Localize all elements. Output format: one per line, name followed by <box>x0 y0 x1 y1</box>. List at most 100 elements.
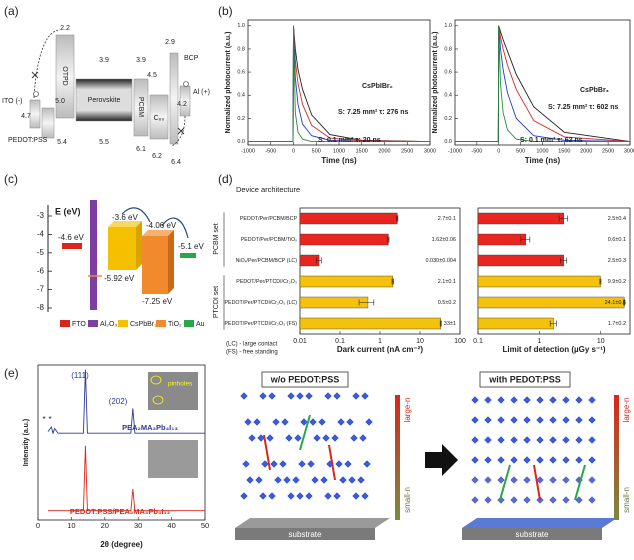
level-label: 4.5 <box>147 72 157 79</box>
octahedron <box>295 491 305 501</box>
x-tick-label: 0.1 <box>473 338 483 345</box>
energy-tick-label: -8 <box>37 303 45 312</box>
octahedron <box>496 435 506 445</box>
octahedron <box>338 475 348 485</box>
level-label: 2.2 <box>60 25 70 32</box>
octahedron <box>561 475 571 485</box>
n-gradient-arrow <box>395 395 400 520</box>
pinhole-marker <box>152 395 164 405</box>
annotation: S: 7.25 mm² τ: 276 ns <box>338 109 409 116</box>
octahedron <box>483 395 493 405</box>
octahedron <box>299 417 309 427</box>
octahedron <box>470 495 480 505</box>
panel-label: (a) <box>4 4 19 18</box>
x-tick-label: 1500 <box>356 148 368 154</box>
legend-label: Au <box>196 321 205 328</box>
value-label: 0.6±0.1 <box>608 237 626 243</box>
annotation: S: 0.1 mm² τ: 62 ns <box>520 137 583 144</box>
annotation: Device architecture <box>236 185 300 194</box>
octahedron <box>535 435 545 445</box>
category-label: PEDOT/Per/PCBM/BCP <box>240 216 298 222</box>
level-label: 6.2 <box>152 153 162 160</box>
y-tick-label: 0.8 <box>237 46 245 52</box>
octahedron <box>561 415 571 425</box>
blocked-path <box>171 115 186 147</box>
octahedron <box>522 415 532 425</box>
energy-tick-label: -4 <box>37 230 45 239</box>
octahedron <box>574 455 584 465</box>
octahedron <box>260 459 270 469</box>
y-tick-label: 0.2 <box>444 116 452 122</box>
series-line <box>248 25 430 142</box>
value-label: 2.5±0.4 <box>608 216 626 222</box>
octahedron <box>323 491 333 501</box>
value-label: 24.1±0.6 <box>605 300 626 306</box>
x-tick-label: 2000 <box>580 148 592 154</box>
octahedron <box>349 433 359 443</box>
level-label: 3.9 <box>99 57 109 64</box>
layer-label: BCP <box>184 55 199 62</box>
octahedron <box>470 455 480 465</box>
x-tick-label: 1500 <box>558 148 570 154</box>
octahedron <box>522 435 532 445</box>
octahedron <box>483 475 493 485</box>
x-tick-label: 2500 <box>602 148 614 154</box>
error-bar <box>387 236 390 243</box>
arrow-label: large-n <box>622 398 631 423</box>
bcp-layer <box>169 52 179 145</box>
legend-label: Al₂O₃ <box>100 321 117 328</box>
series-line <box>248 25 431 142</box>
octahedron <box>351 391 361 401</box>
otpd-layer <box>55 34 75 119</box>
octahedron <box>561 455 571 465</box>
octahedron <box>239 491 249 501</box>
x-tick-label: 20 <box>101 521 109 530</box>
octahedron <box>496 395 506 405</box>
level-label: 5.4 <box>57 139 67 146</box>
x-tick-label: 10 <box>416 338 424 345</box>
octahedron <box>269 459 279 469</box>
octahedron <box>362 459 372 469</box>
transition-arrow <box>425 444 458 476</box>
octahedron <box>310 475 320 485</box>
octahedron <box>522 455 532 465</box>
cspbbr3-side <box>136 221 142 270</box>
level-label: 6.4 <box>171 159 181 166</box>
arrow-label: large-n <box>403 398 412 423</box>
octahedron <box>356 475 366 485</box>
annotation: S: 0.1 mm² τ: 20 ns <box>318 137 381 144</box>
substrate <box>235 528 375 540</box>
bar <box>477 317 554 330</box>
octahedron <box>243 417 253 427</box>
al2o3-bar <box>90 200 97 310</box>
x-tick-label: 10 <box>597 338 605 345</box>
octahedron <box>239 391 249 401</box>
octahedron <box>561 395 571 405</box>
perovskite-layer <box>75 78 133 122</box>
octahedron <box>470 415 480 425</box>
octahedron <box>496 455 506 465</box>
y-tick-label: 0.4 <box>237 93 245 99</box>
error-bar <box>391 278 394 285</box>
energy-diagram-a <box>29 34 191 145</box>
series-label: PEDOT:PSS/PEA₂MA₃Pb₄I₁₃ <box>70 507 171 516</box>
octahedron <box>522 395 532 405</box>
legend-label: FTO <box>72 321 86 328</box>
octahedron <box>312 433 322 443</box>
block-cross <box>31 71 39 79</box>
x-axis-label: Dark current (nA cm⁻²) <box>337 345 424 354</box>
y-tick-label: 0.8 <box>444 46 452 52</box>
octahedron <box>258 491 268 501</box>
octahedron <box>548 475 558 485</box>
octahedron <box>360 391 370 401</box>
octahedron <box>271 417 281 427</box>
octahedron <box>284 433 294 443</box>
octahedron <box>535 415 545 425</box>
legend-label: TiO₂ <box>168 321 182 328</box>
error-bar <box>599 278 602 285</box>
legend-swatch <box>184 320 194 327</box>
x-tick-label: 500 <box>516 148 525 154</box>
category-label: NiOₓ/Per/PCBM/BCP (LC) <box>236 258 298 264</box>
annotation: CsPbIBr₂ <box>362 83 393 90</box>
level-label: 5.0 <box>55 98 65 105</box>
